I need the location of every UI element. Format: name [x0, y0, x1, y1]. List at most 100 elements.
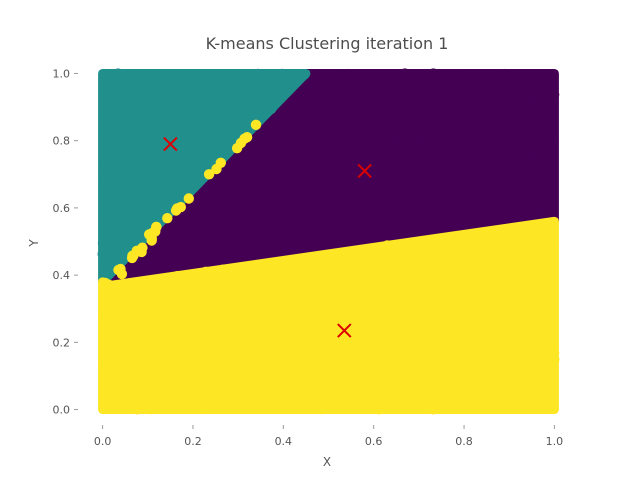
- data-point: [437, 375, 448, 386]
- data-point: [357, 251, 369, 263]
- data-point: [184, 369, 195, 381]
- data-point: [341, 92, 352, 103]
- data-point: [415, 346, 426, 357]
- data-point: [242, 276, 253, 287]
- data-point: [475, 182, 486, 194]
- data-point: [331, 251, 342, 263]
- data-point: [437, 132, 449, 144]
- data-point: [453, 390, 464, 401]
- data-point: [129, 324, 140, 335]
- data-point: [250, 119, 262, 130]
- data-point: [125, 370, 137, 381]
- data-point: [335, 132, 346, 144]
- data-point: [341, 228, 353, 239]
- data-point: [138, 151, 149, 163]
- data-point: [508, 113, 519, 124]
- data-point: [409, 285, 421, 297]
- data-point: [169, 229, 181, 240]
- data-point: [457, 370, 468, 382]
- data-point: [481, 189, 492, 200]
- data-point: [146, 373, 157, 384]
- data-point: [311, 264, 323, 275]
- data-point: [429, 342, 440, 353]
- data-point: [337, 291, 349, 302]
- data-point: [109, 379, 121, 391]
- data-point: [409, 305, 420, 317]
- data-point: [541, 309, 552, 320]
- data-point: [456, 265, 468, 276]
- data-point: [428, 68, 439, 79]
- data-point: [299, 69, 310, 80]
- data-point: [183, 396, 194, 407]
- data-point: [314, 131, 325, 143]
- data-point: [467, 177, 479, 188]
- data-point: [464, 109, 475, 120]
- data-point: [396, 402, 408, 414]
- data-point: [379, 108, 390, 120]
- data-point: [533, 125, 544, 136]
- data-point: [305, 191, 316, 202]
- data-point: [324, 79, 335, 91]
- data-point: [343, 257, 354, 268]
- data-point: [139, 220, 150, 231]
- data-point: [496, 381, 508, 393]
- data-point: [252, 362, 263, 373]
- data-point: [504, 345, 515, 357]
- data-point: [313, 307, 324, 318]
- data-point: [151, 167, 162, 178]
- data-point: [445, 307, 456, 318]
- data-point: [479, 282, 491, 293]
- data-point: [101, 158, 112, 169]
- data-point: [289, 267, 301, 278]
- data-point: [204, 195, 215, 206]
- data-point: [358, 196, 369, 207]
- data-point: [330, 223, 341, 234]
- data-point: [252, 279, 263, 291]
- data-point: [524, 111, 535, 122]
- data-point: [253, 244, 264, 255]
- data-point: [129, 300, 140, 312]
- data-point: [370, 379, 381, 390]
- data-point: [317, 218, 328, 229]
- data-point: [517, 321, 529, 332]
- data-point: [102, 328, 113, 339]
- data-point: [206, 307, 217, 318]
- data-point: [406, 139, 417, 150]
- data-point: [119, 313, 130, 324]
- data-point: [325, 236, 336, 247]
- data-point: [529, 88, 540, 100]
- data-point: [99, 223, 111, 235]
- data-point: [421, 77, 433, 88]
- data-point: [339, 172, 351, 184]
- data-point: [371, 190, 383, 201]
- data-point: [355, 221, 366, 232]
- data-point: [241, 368, 252, 380]
- data-point: [512, 196, 524, 207]
- data-point: [175, 130, 187, 141]
- data-point: [227, 300, 239, 311]
- data-point: [503, 165, 515, 176]
- data-point: [386, 189, 397, 200]
- data-point: [372, 286, 383, 297]
- data-point: [343, 129, 355, 140]
- data-point: [501, 102, 512, 114]
- data-point: [199, 126, 210, 137]
- y-tick-label: 0.0: [53, 404, 71, 417]
- data-point: [364, 137, 376, 148]
- data-point: [465, 311, 476, 322]
- data-point: [368, 123, 379, 134]
- data-point: [281, 87, 292, 98]
- data-point: [99, 380, 110, 391]
- data-point: [195, 388, 206, 399]
- data-point: [519, 386, 531, 397]
- data-point: [383, 253, 394, 265]
- data-point: [507, 145, 518, 156]
- data-point: [410, 334, 422, 345]
- centroid-marker-1: [163, 136, 178, 152]
- data-point: [396, 267, 407, 279]
- data-point: [213, 178, 224, 190]
- data-point: [162, 213, 173, 224]
- data-point: [232, 347, 243, 358]
- data-point: [282, 307, 294, 318]
- data-point: [439, 336, 451, 347]
